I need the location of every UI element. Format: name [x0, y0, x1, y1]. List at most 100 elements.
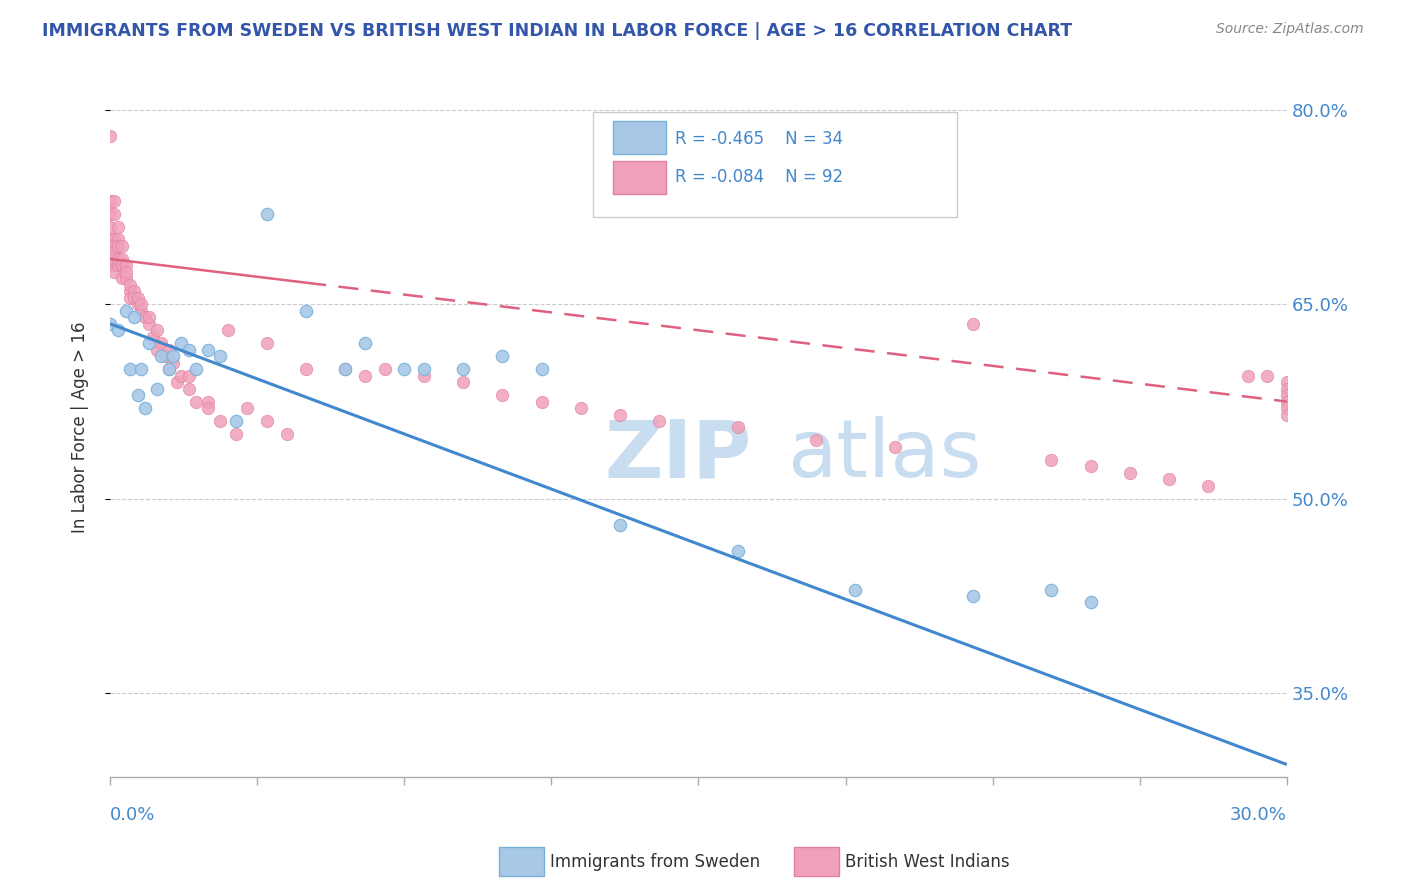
- Point: [122, 285, 145, 299]
- Point: [98, 239, 121, 253]
- Point: [114, 303, 136, 318]
- Point: [111, 259, 134, 273]
- Point: [208, 349, 231, 363]
- Point: [98, 232, 121, 246]
- Point: [1197, 479, 1219, 493]
- Point: [153, 349, 176, 363]
- Point: [98, 239, 121, 253]
- Point: [1275, 375, 1298, 389]
- Point: [883, 440, 905, 454]
- Point: [166, 375, 188, 389]
- Point: [1275, 388, 1298, 402]
- Point: [217, 323, 239, 337]
- Point: [1275, 394, 1298, 409]
- Point: [295, 362, 318, 376]
- Point: [208, 414, 231, 428]
- Point: [127, 291, 149, 305]
- Point: [1275, 401, 1298, 415]
- Point: [134, 401, 156, 415]
- Point: [609, 517, 631, 532]
- Text: British West Indians: British West Indians: [845, 853, 1010, 871]
- Point: [138, 336, 160, 351]
- Point: [530, 394, 553, 409]
- Point: [727, 420, 749, 434]
- Point: [114, 265, 136, 279]
- Point: [127, 388, 149, 402]
- Point: [295, 303, 318, 318]
- Text: Source: ZipAtlas.com: Source: ZipAtlas.com: [1216, 22, 1364, 37]
- Point: [131, 362, 153, 376]
- Point: [335, 362, 357, 376]
- Point: [103, 239, 125, 253]
- Point: [157, 343, 180, 357]
- Text: Immigrants from Sweden: Immigrants from Sweden: [550, 853, 759, 871]
- Point: [150, 336, 173, 351]
- Point: [804, 434, 827, 448]
- Point: [98, 245, 121, 260]
- Point: [122, 291, 145, 305]
- Point: [276, 426, 298, 441]
- Point: [98, 259, 121, 273]
- Point: [727, 543, 749, 558]
- Point: [648, 414, 671, 428]
- Point: [1119, 466, 1142, 480]
- Point: [122, 310, 145, 325]
- Point: [1159, 472, 1181, 486]
- Point: [134, 310, 156, 325]
- Point: [569, 401, 592, 415]
- Point: [107, 232, 129, 246]
- Point: [150, 349, 173, 363]
- Point: [146, 323, 169, 337]
- Point: [256, 336, 278, 351]
- Text: IMMIGRANTS FROM SWEDEN VS BRITISH WEST INDIAN IN LABOR FORCE | AGE > 16 CORRELAT: IMMIGRANTS FROM SWEDEN VS BRITISH WEST I…: [42, 22, 1073, 40]
- Point: [394, 362, 416, 376]
- Point: [609, 408, 631, 422]
- Point: [111, 271, 134, 285]
- Point: [225, 414, 247, 428]
- Point: [451, 375, 474, 389]
- Point: [170, 336, 193, 351]
- Point: [98, 206, 121, 220]
- Point: [1040, 582, 1063, 597]
- Point: [138, 310, 160, 325]
- Point: [1080, 595, 1102, 609]
- Point: [111, 252, 134, 266]
- Point: [103, 206, 125, 220]
- Point: [491, 388, 513, 402]
- Point: [412, 362, 434, 376]
- Point: [157, 362, 180, 376]
- Point: [335, 362, 357, 376]
- Point: [107, 323, 129, 337]
- Point: [236, 401, 259, 415]
- Point: [107, 219, 129, 234]
- Point: [354, 336, 377, 351]
- Point: [157, 362, 180, 376]
- Point: [118, 291, 141, 305]
- Point: [146, 382, 169, 396]
- Point: [170, 368, 193, 383]
- Point: [186, 394, 208, 409]
- Point: [1236, 368, 1258, 383]
- Point: [1040, 453, 1063, 467]
- Point: [103, 194, 125, 208]
- Y-axis label: In Labor Force | Age > 16: In Labor Force | Age > 16: [72, 322, 89, 533]
- Point: [844, 582, 866, 597]
- Point: [162, 356, 184, 370]
- Point: [142, 329, 165, 343]
- Point: [1256, 368, 1278, 383]
- Point: [530, 362, 553, 376]
- Point: [131, 297, 153, 311]
- Point: [451, 362, 474, 376]
- Point: [1275, 382, 1298, 396]
- Point: [98, 219, 121, 234]
- Point: [146, 343, 169, 357]
- Point: [1080, 459, 1102, 474]
- Text: R = -0.084    N = 92: R = -0.084 N = 92: [675, 169, 844, 186]
- Point: [131, 303, 153, 318]
- Point: [374, 362, 396, 376]
- Point: [98, 194, 121, 208]
- Point: [354, 368, 377, 383]
- Point: [114, 259, 136, 273]
- Point: [138, 317, 160, 331]
- Point: [127, 297, 149, 311]
